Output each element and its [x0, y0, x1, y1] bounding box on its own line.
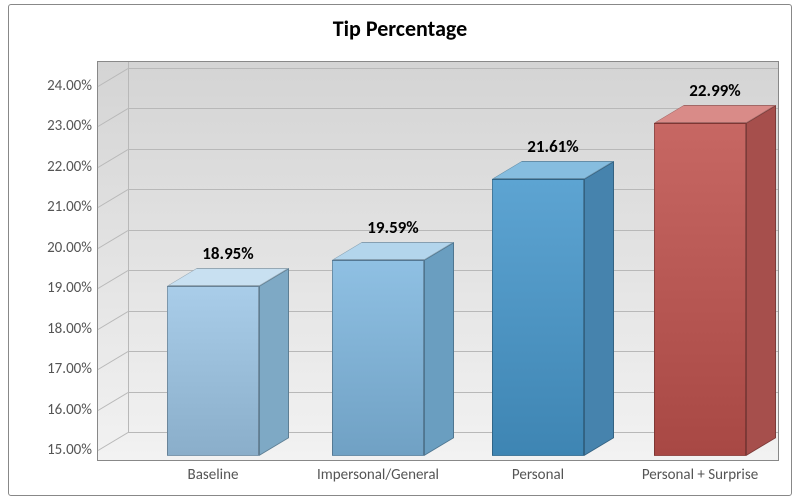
- bar: [492, 161, 614, 456]
- gridline: [98, 189, 129, 208]
- gridline: [98, 351, 129, 370]
- bar: [167, 268, 289, 456]
- y-tick-label: 23.00%: [47, 117, 92, 135]
- y-tick-label: 19.00%: [47, 279, 92, 297]
- y-tick-label: 18.00%: [47, 320, 92, 338]
- bar: [332, 242, 454, 456]
- data-label: 22.99%: [689, 80, 740, 101]
- y-tick-label: 21.00%: [47, 198, 92, 216]
- x-tick-label: Personal + Surprise: [642, 466, 758, 484]
- chart-title: Tip Percentage: [9, 15, 791, 42]
- data-label: 19.59%: [367, 217, 418, 238]
- gridline: [98, 230, 129, 249]
- y-tick-label: 17.00%: [47, 360, 92, 378]
- data-label: 18.95%: [202, 243, 253, 264]
- gridline: [98, 311, 129, 330]
- gridline: [128, 68, 778, 69]
- gridline: [98, 432, 129, 451]
- chart-frame: Tip Percentage 15.00%16.00%17.00%18.00%1…: [8, 4, 792, 496]
- back-wall-edge: [128, 62, 129, 432]
- x-tick-label: Personal: [512, 466, 564, 484]
- y-tick-label: 15.00%: [47, 441, 92, 459]
- bar: [654, 105, 776, 456]
- gridline: [98, 149, 129, 168]
- x-tick-label: Baseline: [188, 466, 239, 484]
- y-tick-label: 20.00%: [47, 239, 92, 257]
- y-tick-label: 24.00%: [47, 77, 92, 95]
- y-tick-label: 22.00%: [47, 158, 92, 176]
- data-label: 21.61%: [527, 136, 578, 157]
- y-tick-label: 16.00%: [47, 401, 92, 419]
- x-tick-label: Impersonal/General: [317, 466, 439, 484]
- gridline: [98, 109, 129, 128]
- gridline: [98, 392, 129, 411]
- gridline: [98, 68, 129, 87]
- plot-area: 15.00%16.00%17.00%18.00%19.00%20.00%21.0…: [97, 61, 779, 461]
- gridline: [98, 270, 129, 289]
